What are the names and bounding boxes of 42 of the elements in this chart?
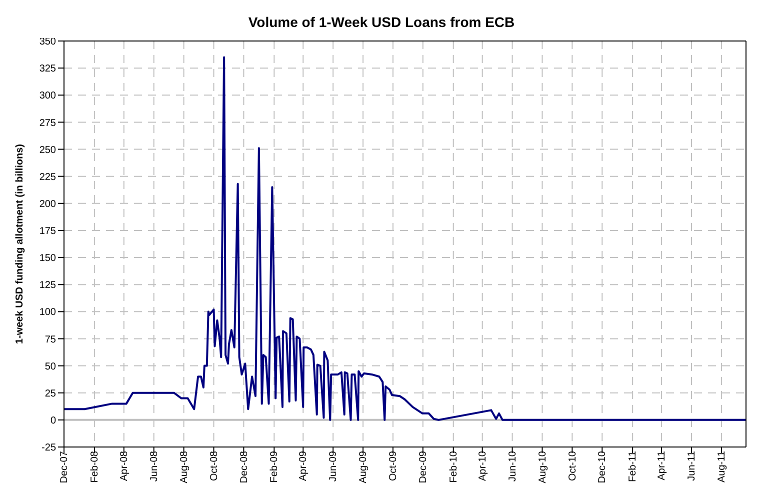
x-tick-label: Oct-09 xyxy=(388,450,400,482)
y-tick-label: 150 xyxy=(39,253,56,264)
x-tick-label: Oct-08 xyxy=(208,450,220,482)
x-tick-label: Dec-07 xyxy=(59,450,70,484)
y-tick-label: 100 xyxy=(39,307,56,318)
y-tick-label: 350 xyxy=(39,36,56,48)
x-tick-label: Apr-10 xyxy=(477,450,488,482)
x-tick-label: Jun-08 xyxy=(148,450,160,482)
x-tick-label: Aug-09 xyxy=(358,450,370,484)
y-tick-label: 75 xyxy=(44,334,56,346)
x-tick-label: Feb-11 xyxy=(628,450,639,482)
x-tick-label: Jun-09 xyxy=(328,450,340,482)
y-tick-label: 300 xyxy=(39,90,56,102)
x-tick-label: Feb-09 xyxy=(269,450,280,483)
x-tick-label: Aug-08 xyxy=(178,450,190,484)
x-tick-label: Dec-08 xyxy=(238,450,250,484)
x-tick-label: Dec-09 xyxy=(418,450,430,484)
y-tick-label: 50 xyxy=(44,361,56,372)
y-tick-label: 175 xyxy=(39,226,56,238)
line-series xyxy=(64,56,746,421)
x-tick-label: Feb-08 xyxy=(90,450,101,483)
x-tick-label: Oct-10 xyxy=(567,450,578,482)
x-tick-label: Apr-08 xyxy=(119,450,130,482)
y-tick-label: 125 xyxy=(39,280,56,292)
y-axis-title: 1-week USD funding allotment (in billions) xyxy=(14,144,26,344)
x-tick-label: Apr-09 xyxy=(298,450,310,482)
x-tick-label: Aug-11 xyxy=(716,450,728,483)
y-tick-label: 0 xyxy=(50,415,56,426)
y-tick-label: 25 xyxy=(44,388,56,400)
y-tick-label: 325 xyxy=(39,64,56,75)
y-tick-label: 200 xyxy=(39,198,56,210)
x-tick-label: Jun-11 xyxy=(686,450,698,481)
x-tick-label: Aug-10 xyxy=(537,450,548,484)
chart-title: Volume of 1-Week USD Loans from ECB xyxy=(247,13,516,32)
x-tick-label: Dec-10 xyxy=(597,450,608,484)
y-tick-label: 250 xyxy=(39,144,56,156)
x-tick-label: Jun-10 xyxy=(507,450,518,482)
y-tick-label: 275 xyxy=(39,118,56,129)
y-tick-label: 225 xyxy=(39,172,56,183)
x-tick-label: Feb-10 xyxy=(448,450,460,483)
y-tick-label: -25 xyxy=(42,442,56,454)
x-tick-label: Apr-11 xyxy=(656,450,668,480)
